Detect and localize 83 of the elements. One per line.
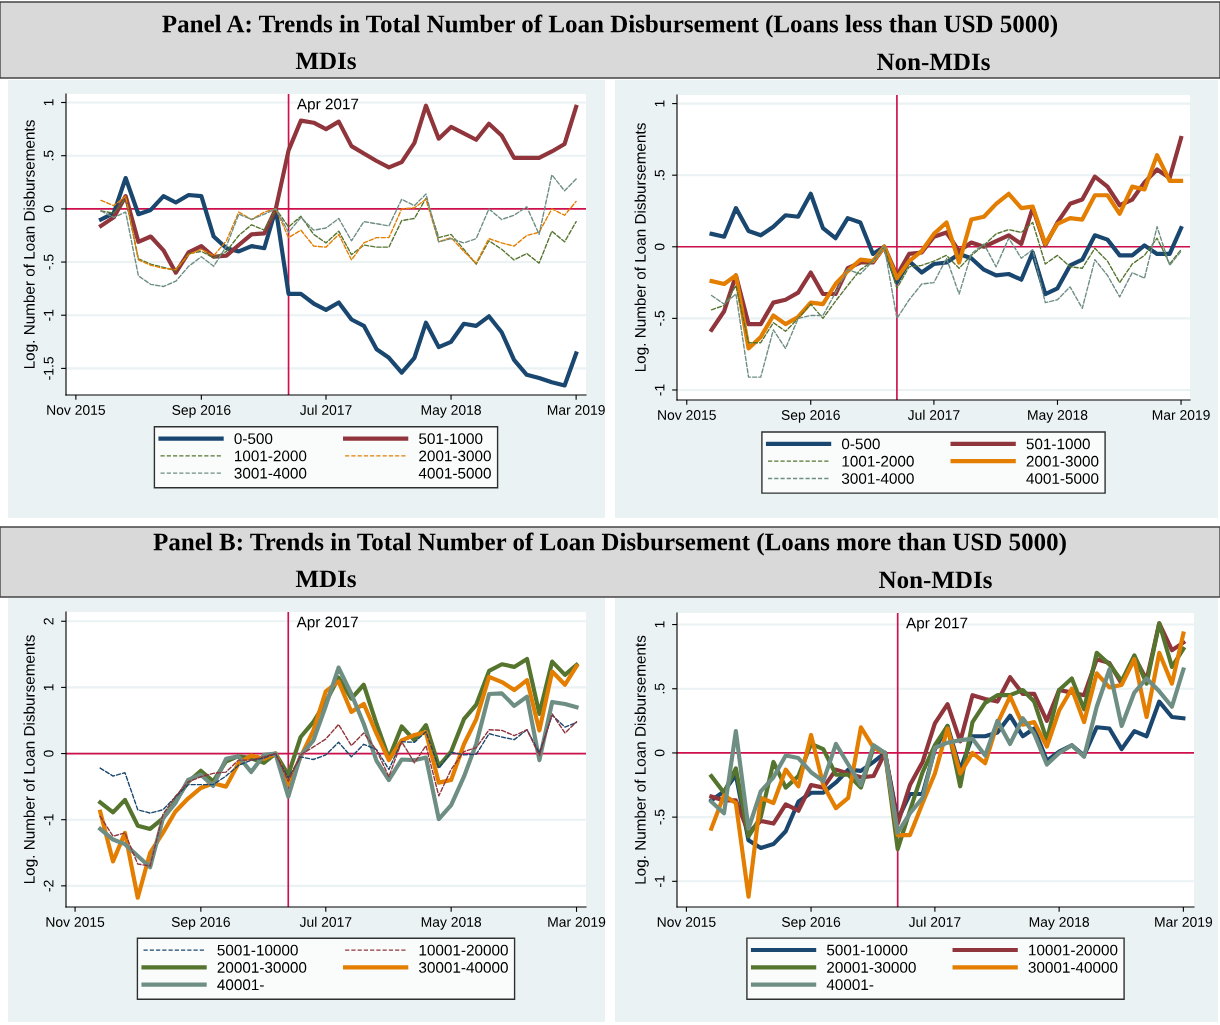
line-series [710,226,1182,378]
y-tick-label: 1 [654,100,665,107]
text: 4001-5000 [1026,473,1099,484]
legend-label: 20001-30000 [217,962,307,973]
x-tick-label: Mar 2019 [547,405,605,415]
line-series [100,174,577,288]
legend-label: 1001-2000 [235,450,307,462]
x-tick-label: Jul 2017 [908,916,961,927]
y-tick-label: 0 [43,750,54,757]
y-axis-title: Log. Number of Loan Disbursements [634,635,649,884]
y-tick-label: 2 [43,618,54,625]
chart-title: Non-MDIs [879,571,992,589]
legend-label: 10001-20000 [1029,944,1118,956]
y-tick-label: -1 [43,309,54,321]
x-tick-label: Nov 2015 [47,405,106,415]
line-series [709,153,1184,351]
x-tick-label: Jul 2017 [907,409,960,420]
legend-label: 20001-30000 [827,961,916,973]
chart-title: MDIs [295,52,356,70]
ref-line-label: Apr 2017 [906,617,968,632]
x-tick-label: May 2018 [1028,410,1088,423]
ref-line-label: Apr 2017 [296,98,359,113]
legend-label: 5001-10000 [217,944,298,956]
chart-title: MDIs [295,570,356,588]
x-tick-label: Sep 2016 [172,405,231,418]
y-tick-label: .5 [654,169,665,180]
line-series [710,221,1182,344]
y-tick-label: 0 [43,205,54,213]
line-series [99,713,578,867]
legend-label: 40001- [217,979,264,991]
x-tick-label: Jul 2017 [299,404,352,415]
x-tick-label: Sep 2016 [781,917,841,930]
y-tick-label: 0 [654,749,665,757]
x-tick-label: Mar 2019 [1152,410,1210,420]
x-tick-label: May 2018 [421,405,481,418]
legend-label: 30001-40000 [419,962,508,973]
y-axis-title: Log. Number of Loan Disbursements [634,123,649,372]
y-tick-label: -1 [654,384,665,396]
legend-label: 501-1000 [1026,438,1090,450]
legend-label: 501-1000 [419,433,483,445]
y-axis-title: Log. Number of Loan Disbursements [23,635,38,884]
y-tick-label: 0 [654,243,665,251]
y-tick-label: -.5 [43,254,54,270]
y-tick-label: -.5 [654,809,665,825]
y-tick-label: -1 [43,814,54,826]
legend-label: 2001-3000 [419,450,491,462]
y-tick-label: .5 [43,150,54,161]
y-tick-label: .5 [654,683,665,694]
legend-label: 2001-3000 [1026,455,1099,467]
x-tick-label: Mar 2019 [548,917,606,927]
text: Panel A: Trends in Total Number of Loan Disbursement (Loans less than USD 5000) [162,14,1058,38]
ref-line-label: Apr 2017 [296,616,358,631]
x-tick-label: Sep 2016 [171,917,230,930]
chart-title: Non-MDIs [877,53,990,71]
line-series [98,175,579,388]
legend-label: 3001-4000 [841,473,914,484]
legend-label: 5001-10000 [826,944,908,956]
x-tick-label: Jul 2017 [299,916,352,927]
line-series [709,667,1186,835]
legend-label: 10001-20000 [419,944,508,956]
y-tick-label: -.5 [654,310,665,326]
y-axis-title: Log. Number of Loan Disbursements [23,120,38,369]
legend-label: 1001-2000 [842,455,914,467]
x-tick-label: May 2018 [421,917,482,930]
x-tick-label: Nov 2015 [657,917,716,927]
legend-label: 40001- [826,979,874,991]
x-tick-label: Sep 2016 [781,410,840,423]
text: 4001-5000 [418,467,491,479]
y-tick-label: 1 [654,621,665,628]
y-tick-label: 1 [43,684,54,691]
y-tick-label: -2 [43,880,54,892]
x-tick-label: Nov 2015 [658,410,716,420]
x-tick-label: May 2018 [1029,917,1090,930]
legend-label: 0-500 [234,433,273,445]
x-tick-label: Mar 2019 [1155,917,1213,927]
legend-label: 3001-4000 [234,467,307,479]
text: Panel B: Trends in Total Number of Loan Disbursement (Loans more than USD 5000) [153,532,1066,556]
y-tick-label: -1.5 [43,357,54,380]
y-tick-label: -1 [654,875,665,887]
x-tick-label: Nov 2015 [46,917,105,927]
legend-label: 30001-40000 [1028,961,1118,973]
legend-label: 0-500 [841,438,880,450]
y-tick-label: 1 [43,99,54,106]
